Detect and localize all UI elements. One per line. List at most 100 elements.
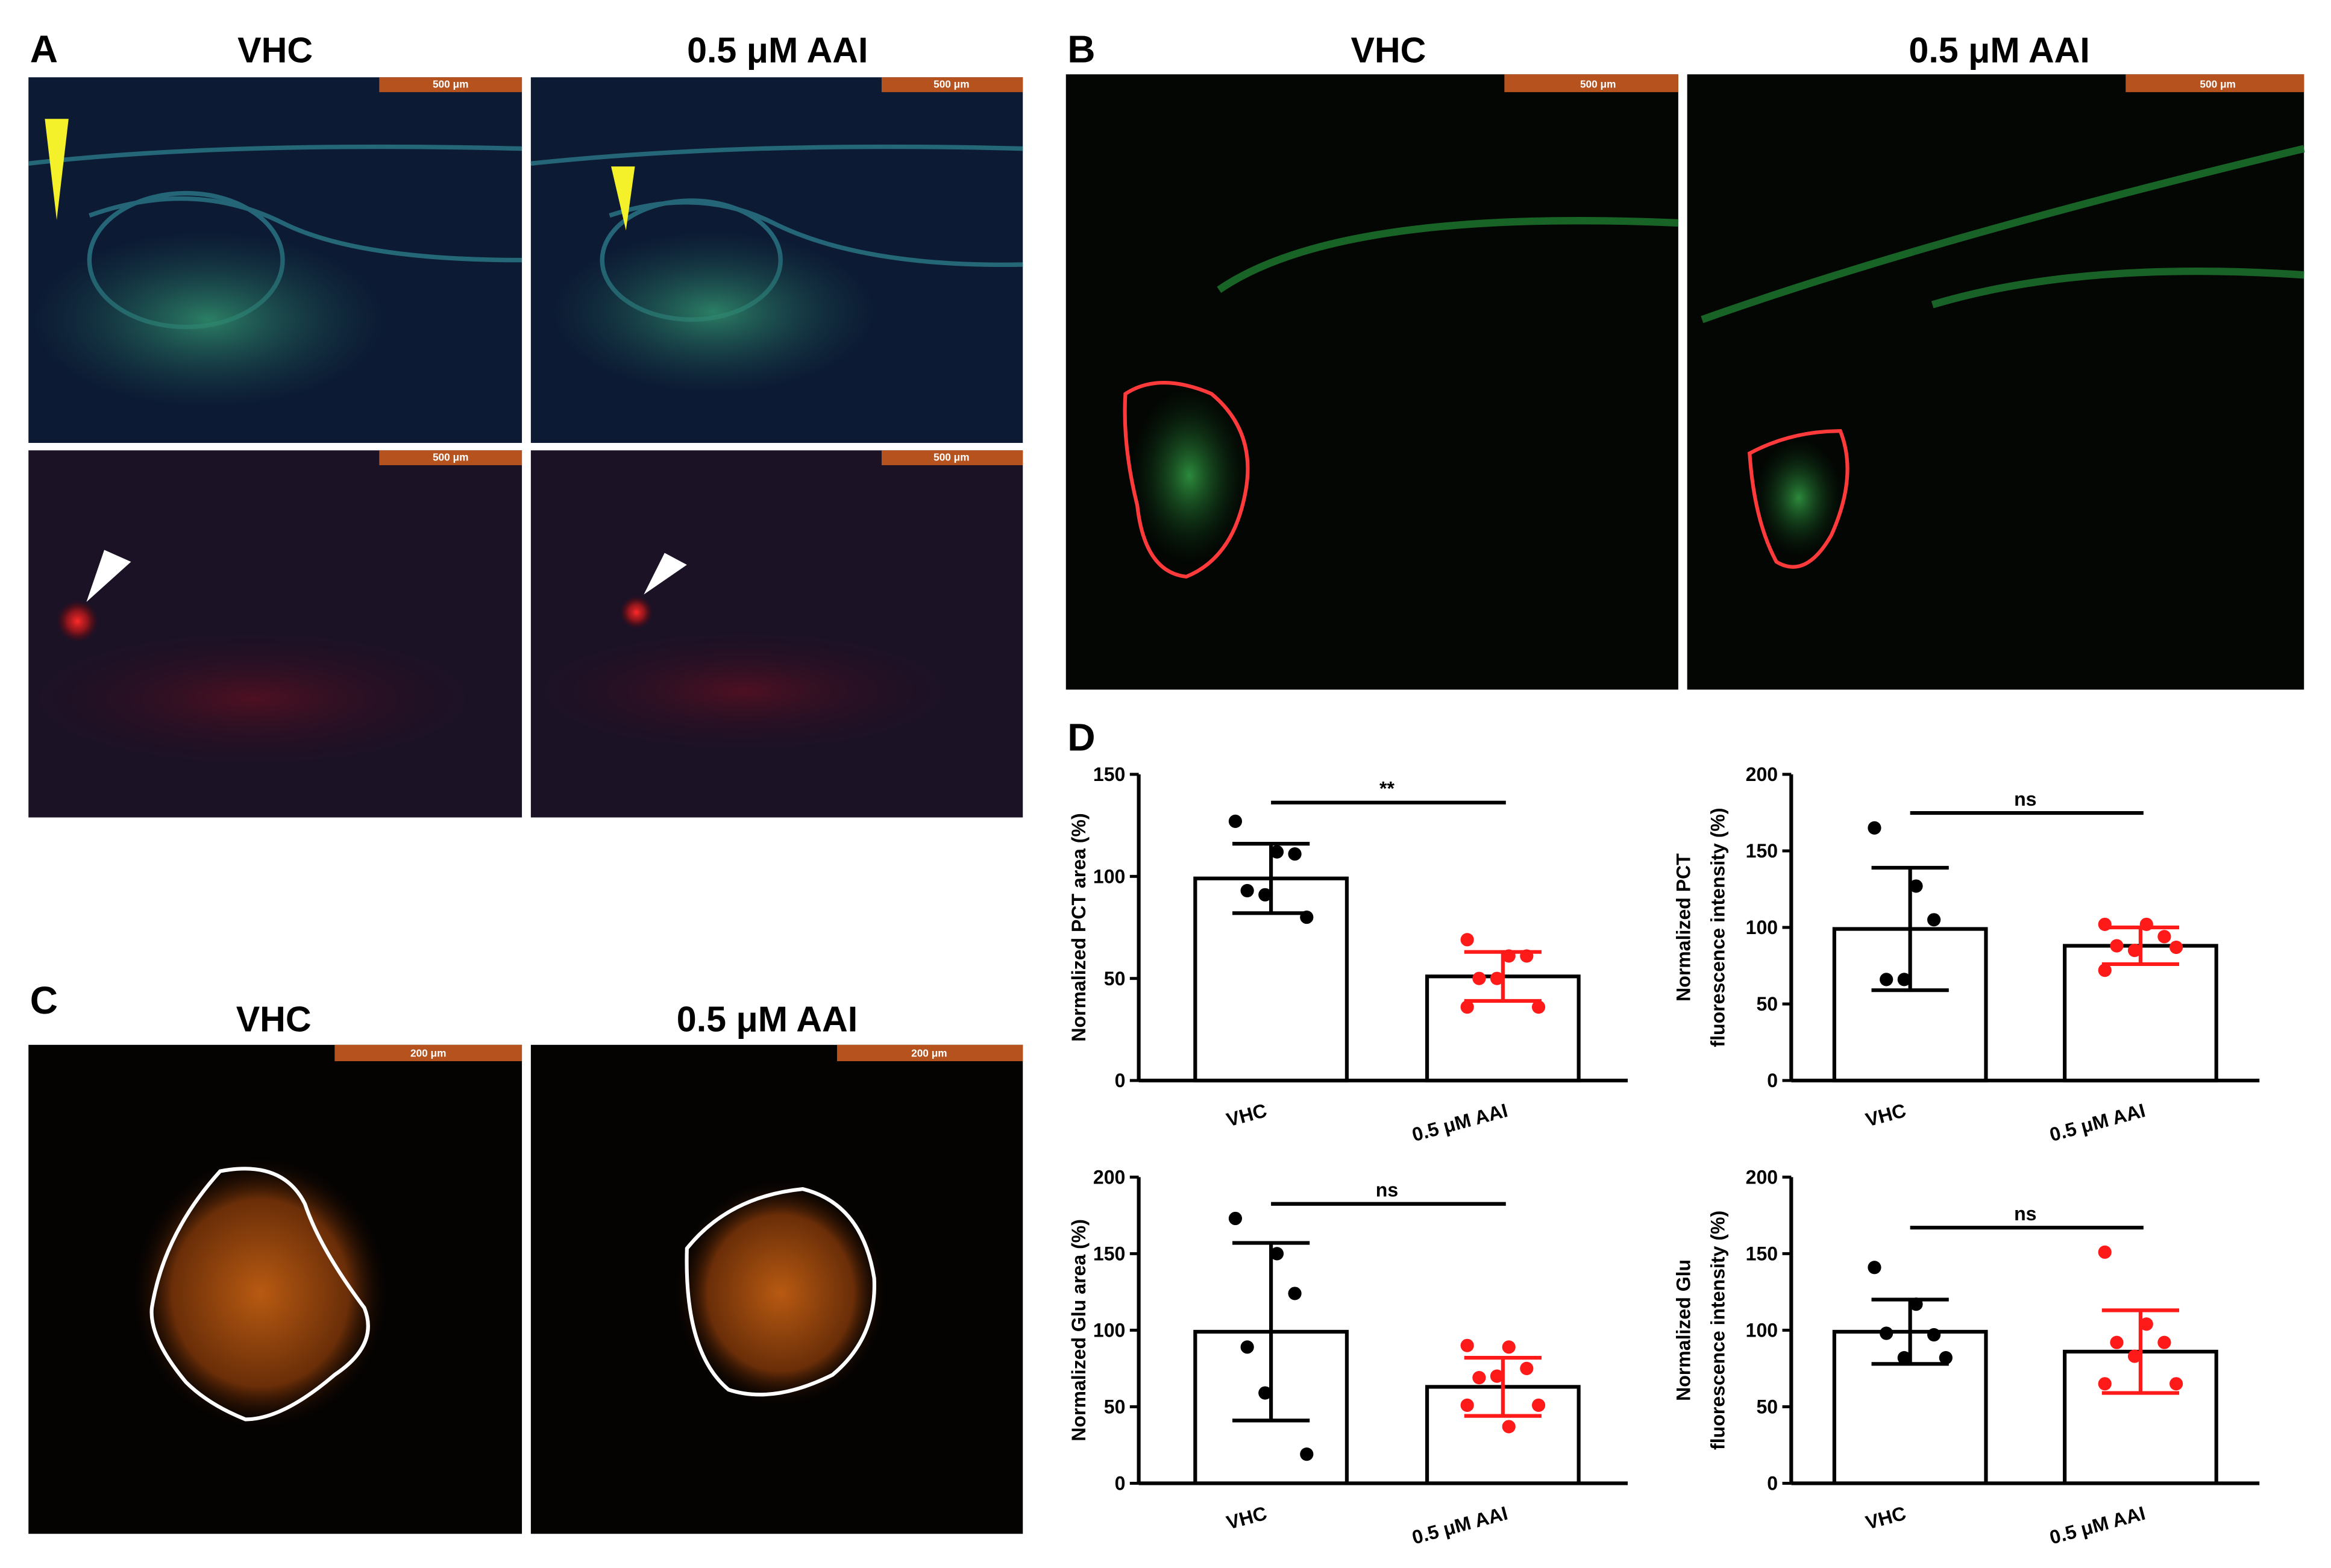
y-axis-label: Normalized PCT bbox=[1673, 853, 1695, 1002]
fish-edge bbox=[28, 144, 522, 166]
scale-bar bbox=[881, 77, 1023, 92]
y-tick-label: 50 bbox=[1104, 1396, 1126, 1417]
data-point bbox=[1240, 883, 1254, 898]
x-tick-label: 0.5 μM AAI bbox=[2047, 1099, 2147, 1146]
scale-bar bbox=[334, 1044, 522, 1061]
image-b-aai bbox=[1687, 74, 2304, 690]
data-point bbox=[1240, 1340, 1254, 1354]
red-spot bbox=[57, 600, 99, 642]
y-axis-label: fluorescence intensity (%) bbox=[1707, 1211, 1728, 1450]
orange-glow bbox=[676, 1181, 885, 1405]
data-point bbox=[1472, 971, 1486, 985]
green-glow bbox=[1129, 386, 1249, 565]
data-point bbox=[1300, 1447, 1314, 1461]
arrowhead bbox=[45, 119, 69, 221]
outline bbox=[1123, 381, 1250, 579]
y-tick-label: 150 bbox=[1746, 840, 1778, 862]
y-tick-label: 100 bbox=[1746, 917, 1778, 938]
data-point bbox=[2110, 939, 2124, 953]
data-point bbox=[1472, 1371, 1486, 1385]
data-point bbox=[1897, 973, 1911, 986]
data-point bbox=[1460, 933, 1474, 947]
x-tick-label: 0.5 μM AAI bbox=[2047, 1502, 2147, 1549]
panel-label: D bbox=[1067, 716, 1095, 759]
data-point bbox=[1460, 1398, 1474, 1412]
data-point bbox=[1258, 1386, 1272, 1400]
arrowhead bbox=[611, 166, 635, 231]
fish-edge bbox=[89, 196, 522, 263]
data-point bbox=[1258, 888, 1272, 902]
red-haze bbox=[535, 632, 952, 751]
orange-glow bbox=[134, 1159, 387, 1427]
panel-title: 0.5 μM AAI bbox=[677, 999, 858, 1040]
data-point bbox=[2157, 930, 2171, 944]
data-point bbox=[2157, 1335, 2171, 1349]
data-point bbox=[1927, 1328, 1941, 1342]
data-point bbox=[1270, 845, 1284, 859]
data-point bbox=[1300, 910, 1314, 924]
bar bbox=[1425, 974, 1581, 1083]
panel-label: C bbox=[30, 979, 58, 1022]
data-point bbox=[1897, 1351, 1911, 1365]
y-tick-label: 0 bbox=[1115, 1473, 1126, 1494]
data-point bbox=[1502, 1340, 1516, 1354]
data-point bbox=[2139, 1317, 2153, 1331]
scale-bar bbox=[379, 450, 522, 465]
tubule-path bbox=[1217, 217, 1679, 293]
data-point bbox=[2169, 940, 2183, 955]
data-point bbox=[2127, 944, 2142, 958]
fish-glow bbox=[550, 230, 877, 394]
data-point bbox=[1868, 1261, 1881, 1275]
data-point bbox=[2098, 917, 2112, 932]
y-tick-label: 100 bbox=[1093, 865, 1125, 887]
x-tick-label: VHC bbox=[1224, 1502, 1269, 1534]
x-tick-label: VHC bbox=[1224, 1099, 1269, 1131]
scale-bars: 500 μm 500 μm 500 μm 500 μm 500 μm 500 μ… bbox=[334, 74, 2304, 1061]
significance-label: ns bbox=[1376, 1179, 1398, 1200]
y-tick-label: 150 bbox=[1093, 1243, 1125, 1264]
scale-bar bbox=[1504, 74, 1678, 92]
data-point bbox=[2169, 1377, 2183, 1391]
data-point bbox=[2127, 1349, 2142, 1363]
data-point bbox=[1531, 1000, 1546, 1014]
scale-bar-label: 500 μm bbox=[2200, 78, 2235, 90]
data-point bbox=[1460, 1000, 1474, 1014]
tubule-path bbox=[1931, 267, 2304, 309]
panel-label: B bbox=[1067, 28, 1095, 71]
data-point bbox=[1927, 913, 1941, 927]
scale-bar bbox=[881, 450, 1023, 465]
y-tick-label: 150 bbox=[1093, 764, 1125, 785]
scale-bar-label: 200 μm bbox=[911, 1047, 947, 1059]
panel-label: A bbox=[30, 28, 58, 71]
y-tick-label: 150 bbox=[1746, 1243, 1778, 1264]
data-point bbox=[2139, 917, 2153, 932]
red-haze bbox=[30, 632, 476, 766]
y-tick-label: 0 bbox=[1767, 1473, 1778, 1494]
tubule-path bbox=[1701, 145, 2305, 324]
green-glow bbox=[1754, 438, 1843, 557]
data-point bbox=[1909, 1297, 1923, 1311]
tubule bbox=[1217, 145, 2305, 324]
data-point bbox=[1531, 1398, 1546, 1412]
fish-edge bbox=[530, 144, 1023, 166]
panel-title: VHC bbox=[236, 999, 312, 1040]
outline bbox=[685, 1187, 876, 1397]
x-tick-label: 0.5 μM AAI bbox=[1410, 1099, 1510, 1146]
scale-bar-label: 200 μm bbox=[410, 1047, 446, 1059]
data-point bbox=[2098, 1377, 2112, 1391]
data-point bbox=[1288, 847, 1302, 861]
y-tick-label: 100 bbox=[1093, 1319, 1125, 1341]
data-point bbox=[1502, 949, 1516, 963]
y-tick-label: 50 bbox=[1756, 993, 1778, 1015]
data-point bbox=[1909, 879, 1923, 893]
x-tick-label: VHC bbox=[1863, 1502, 1909, 1534]
error-bar bbox=[1464, 1356, 1542, 1418]
data-point bbox=[1490, 971, 1504, 985]
panel-title: VHC bbox=[237, 30, 313, 71]
y-tick-label: 0 bbox=[1115, 1070, 1126, 1091]
data-point bbox=[1520, 1361, 1534, 1375]
data-point bbox=[1288, 1287, 1302, 1300]
data-point bbox=[1502, 1420, 1516, 1434]
